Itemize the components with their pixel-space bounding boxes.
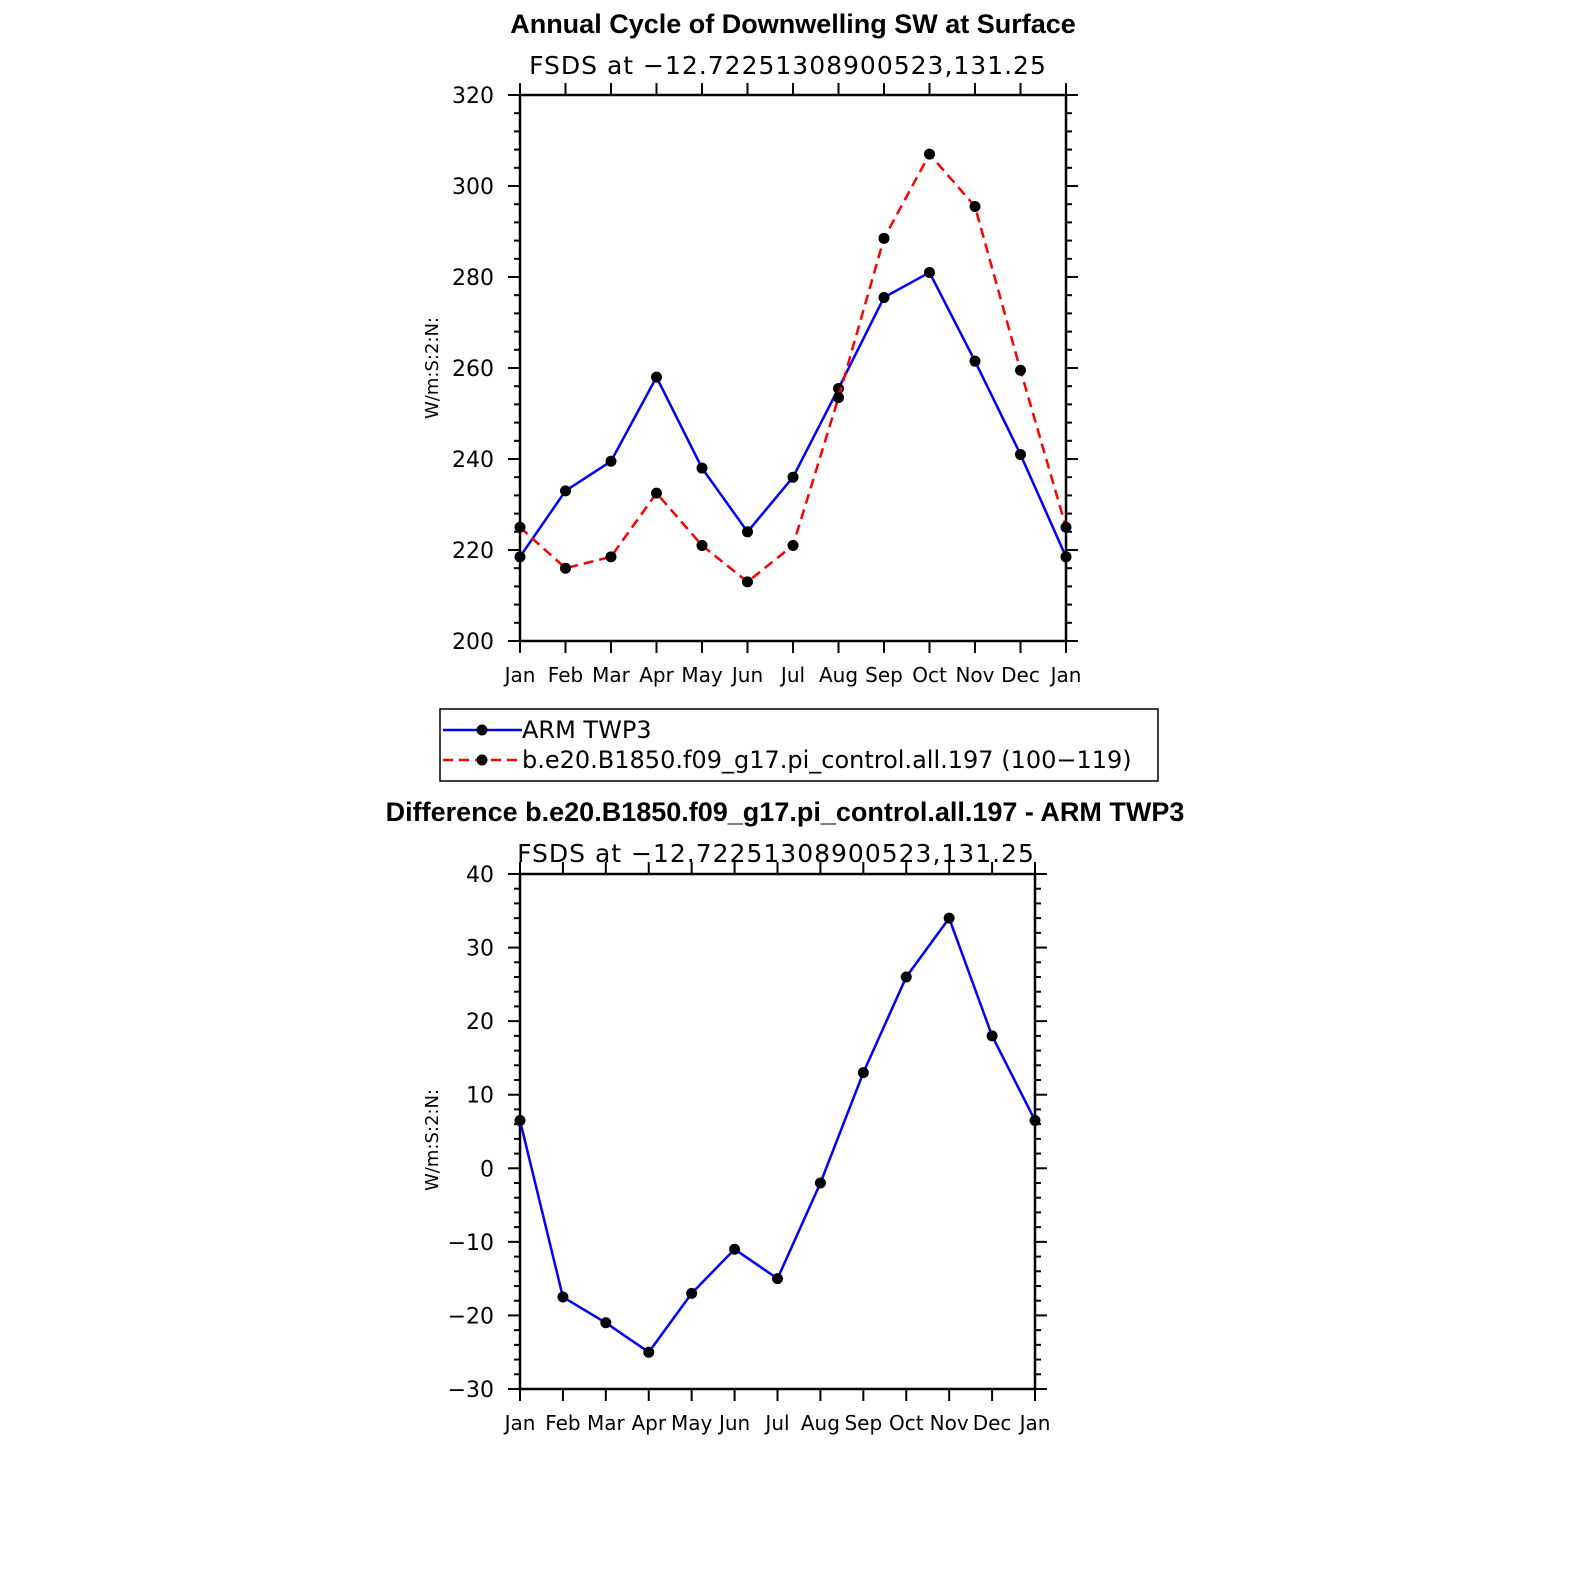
chart1-series-0-point bbox=[1015, 448, 1026, 460]
chart1-series-0-point bbox=[605, 455, 617, 467]
chart2-xtick-label: Jan bbox=[1018, 1411, 1051, 1435]
chart1-series-1-point bbox=[1015, 364, 1026, 376]
chart2-frame bbox=[518, 872, 1037, 1391]
chart2-ytick-label: 0 bbox=[480, 1157, 494, 1182]
chart1-xtick-label: Mar bbox=[592, 663, 631, 687]
chart1-series-1-point bbox=[651, 487, 662, 499]
chart2-series-0-point bbox=[514, 1114, 526, 1126]
chart2-ytick-label: 30 bbox=[466, 937, 494, 962]
chart1-xtick-label: Jun bbox=[730, 663, 763, 687]
chart1-ytick-label: 200 bbox=[452, 630, 494, 655]
chart1-series-0-point bbox=[696, 462, 708, 474]
legend-marker-obs bbox=[476, 724, 488, 736]
chart1-series-1-point bbox=[1060, 521, 1072, 533]
chart1-ytick-label: 220 bbox=[452, 539, 494, 564]
chart2-xtick-label: Jun bbox=[717, 1411, 750, 1435]
chart2-ytick-label: 40 bbox=[466, 863, 494, 888]
chart2-series-0-point bbox=[729, 1243, 741, 1255]
chart1-series-1-line bbox=[519, 152, 1068, 584]
chart2-series-0-point bbox=[814, 1177, 826, 1189]
chart1-ylabel: W/m:S:2:N: bbox=[422, 317, 443, 419]
chart2-ylabel: W/m:S:2:N: bbox=[422, 1089, 443, 1191]
chart2-xtick-label: Jan bbox=[503, 1411, 536, 1435]
chart1-series-0-point bbox=[651, 371, 662, 383]
chart1-xtick-label: Sep bbox=[865, 663, 903, 687]
chart1-xtick-label: Nov bbox=[955, 663, 994, 687]
chart2-xtick-label: Nov bbox=[930, 1411, 969, 1435]
chart2-ytick-label: −20 bbox=[448, 1304, 494, 1329]
chart1-series-0-line bbox=[518, 271, 1068, 558]
chart2-xtick-label: May bbox=[671, 1411, 713, 1435]
legend-label-model: b.e20.B1850.f09_g17.pi_control.all.197 (… bbox=[522, 746, 1132, 774]
chart1-legend: ARM TWP3 b.e20.B1850.f09_g17.pi_control.… bbox=[439, 708, 1159, 782]
legend-label-obs: ARM TWP3 bbox=[522, 716, 652, 744]
chart1-xtick-label: May bbox=[681, 663, 723, 687]
chart2-series-0-point bbox=[557, 1291, 569, 1303]
chart2-xtick-label: Dec bbox=[973, 1411, 1012, 1435]
chart2-title: Difference b.e20.B1850.f09_g17.pi_contro… bbox=[386, 797, 1185, 827]
chart1-xtick-label: Feb bbox=[548, 663, 583, 687]
chart1-series-0-point bbox=[787, 471, 799, 483]
chart1-series-0-point bbox=[969, 355, 981, 367]
chart2-series-0-point bbox=[943, 912, 955, 924]
chart1-series-1-point bbox=[560, 562, 571, 574]
chart2-series-0-point bbox=[772, 1273, 783, 1285]
chart2-series-0-point bbox=[857, 1067, 869, 1079]
chart2-series-0-point bbox=[686, 1287, 698, 1299]
chart2-ytick-label: −10 bbox=[448, 1231, 494, 1256]
chart2-series-0-point bbox=[643, 1346, 655, 1358]
chart1-xtick-label: Oct bbox=[912, 663, 947, 687]
chart2-subtitle: FSDS at −12.72251308900523,131.25 bbox=[517, 839, 1035, 868]
chart1-series-1-point bbox=[605, 551, 617, 563]
chart1-title: Annual Cycle of Downwelling SW at Surfac… bbox=[510, 9, 1076, 39]
chart2-xtick-label: Oct bbox=[889, 1411, 924, 1435]
chart1-series-1-point bbox=[833, 392, 844, 404]
chart1-subtitle: FSDS at −12.72251308900523,131.25 bbox=[529, 51, 1047, 80]
chart1-ytick-label: 280 bbox=[452, 266, 494, 291]
chart2-xtick-label: Apr bbox=[631, 1411, 666, 1435]
chart1-series-0-point bbox=[878, 291, 890, 303]
chart2-ytick-label: −30 bbox=[448, 1378, 494, 1403]
chart2-xtick-label: Feb bbox=[545, 1411, 580, 1435]
chart1-series-0-point bbox=[560, 485, 571, 497]
chart2-series-0-point bbox=[986, 1030, 998, 1042]
chart2-ytick-label: 20 bbox=[466, 1010, 494, 1035]
chart1-series-1-point bbox=[742, 576, 753, 588]
chart2-series-0-point bbox=[1029, 1114, 1041, 1126]
chart1-xtick-label: Jul bbox=[779, 663, 805, 687]
chart2-plot: −30 −20 −10 0 10 20 30 40 Jan Feb Mar Apr May Jun Jul A… bbox=[448, 862, 1051, 1435]
legend-box bbox=[439, 708, 1159, 782]
chart1-ytick-label: 240 bbox=[452, 448, 494, 473]
chart1-series-1-point bbox=[969, 200, 981, 212]
chart1-series-0-point bbox=[742, 526, 753, 538]
chart2-series-0-point bbox=[600, 1317, 612, 1329]
legend-marker-model bbox=[476, 754, 488, 766]
chart2-xtick-label: Jul bbox=[763, 1411, 789, 1435]
chart1-plot: 200 220 240 260 280 300 320 Jan Feb Mar Apr May Jun J… bbox=[452, 83, 1081, 687]
chart1-ytick-label: 260 bbox=[452, 357, 494, 382]
chart1-series-1-point bbox=[696, 539, 708, 551]
chart1-series-1-point bbox=[514, 521, 526, 533]
chart1-series-1-point bbox=[878, 232, 890, 244]
chart1-xtick-label: Jan bbox=[1049, 663, 1082, 687]
chart1-xtick-label: Jan bbox=[503, 663, 536, 687]
chart2-xtick-label: Sep bbox=[844, 1411, 882, 1435]
chart1-xtick-label: Dec bbox=[1001, 663, 1040, 687]
chart2-ytick-label: 10 bbox=[466, 1084, 494, 1109]
chart1-series-1-point bbox=[924, 148, 935, 160]
chart1-series-0-point bbox=[514, 551, 526, 563]
chart1-xtick-label: Apr bbox=[639, 663, 674, 687]
chart1-ytick-label: 300 bbox=[452, 175, 494, 200]
chart2-series-0-point bbox=[900, 971, 912, 983]
chart1-ytick-label: 320 bbox=[452, 84, 494, 109]
chart1-series-0-point bbox=[1060, 551, 1072, 563]
chart1-series-0-point bbox=[924, 266, 935, 278]
chart1-series-1-point bbox=[787, 539, 799, 551]
chart2-xtick-label: Mar bbox=[587, 1411, 626, 1435]
chart2-xtick-label: Aug bbox=[801, 1411, 840, 1435]
chart2-series-0-line bbox=[518, 916, 1037, 1354]
chart1-xtick-label: Aug bbox=[819, 663, 858, 687]
